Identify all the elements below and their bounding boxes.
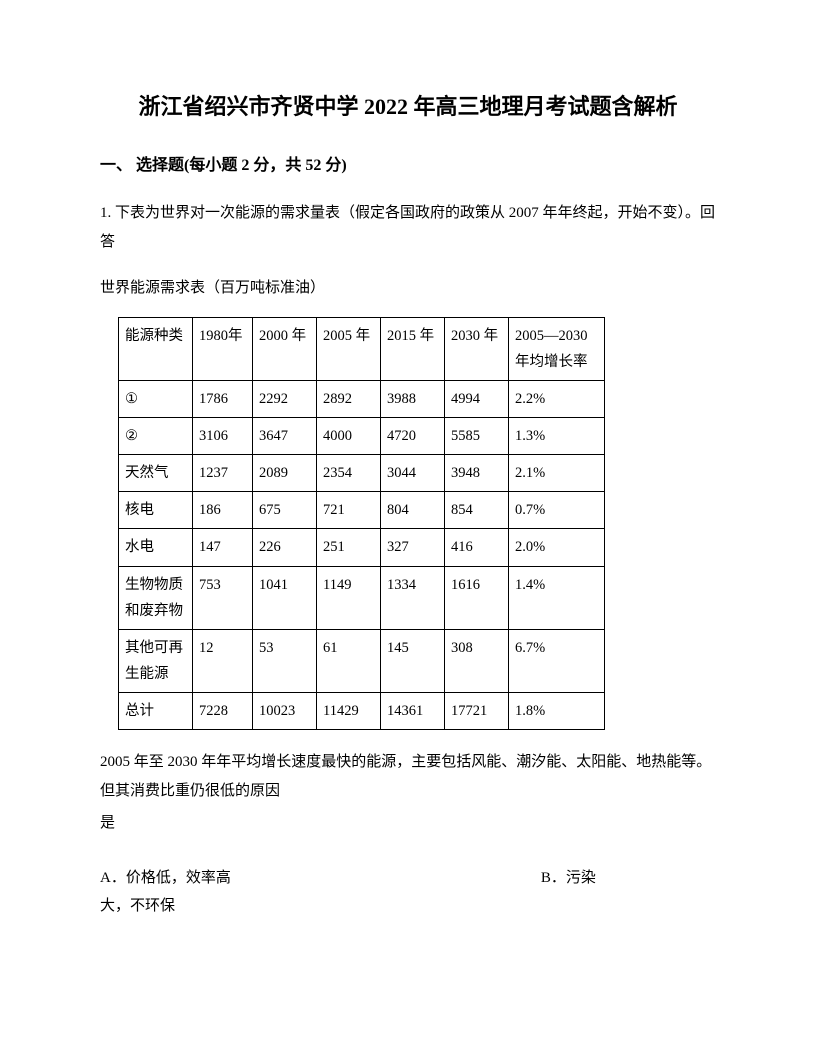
table-header-row: 能源种类 1980年 2000 年 2005 年 2015 年 2030 年 2… bbox=[119, 317, 605, 380]
energy-demand-table: 能源种类 1980年 2000 年 2005 年 2015 年 2030 年 2… bbox=[118, 317, 605, 730]
table-cell: 6.7% bbox=[509, 629, 605, 692]
page-title: 浙江省绍兴市齐贤中学 2022 年高三地理月考试题含解析 bbox=[100, 90, 716, 123]
table-cell: 14361 bbox=[381, 692, 445, 729]
table-cell: 4994 bbox=[445, 381, 509, 418]
table-cell: 总计 bbox=[119, 692, 193, 729]
table-cell: 2089 bbox=[253, 455, 317, 492]
table-cell: 4720 bbox=[381, 418, 445, 455]
option-a: A．价格低，效率高 bbox=[100, 870, 231, 886]
table-caption: 世界能源需求表（百万吨标准油） bbox=[100, 274, 716, 303]
table-cell: 1.4% bbox=[509, 566, 605, 629]
table-cell: 854 bbox=[445, 492, 509, 529]
analysis-text-2: 是 bbox=[100, 809, 716, 838]
table-cell: 327 bbox=[381, 529, 445, 566]
table-cell: 2292 bbox=[253, 381, 317, 418]
table-row: 其他可再生能源 12 53 61 145 308 6.7% bbox=[119, 629, 605, 692]
table-cell: 天然气 bbox=[119, 455, 193, 492]
table-cell: 3647 bbox=[253, 418, 317, 455]
table-cell: 1334 bbox=[381, 566, 445, 629]
table-header-cell: 1980年 bbox=[193, 317, 253, 380]
table-cell: 11429 bbox=[317, 692, 381, 729]
table-cell: 5585 bbox=[445, 418, 509, 455]
table-cell: 721 bbox=[317, 492, 381, 529]
table-cell: 145 bbox=[381, 629, 445, 692]
table-header-cell: 2000 年 bbox=[253, 317, 317, 380]
table-cell: 2.2% bbox=[509, 381, 605, 418]
table-cell: 1.3% bbox=[509, 418, 605, 455]
table-header-cell: 2030 年 bbox=[445, 317, 509, 380]
table-cell: ① bbox=[119, 381, 193, 418]
options-block: A．价格低，效率高 B．污染 大，不环保 bbox=[100, 864, 716, 921]
table-cell: 7228 bbox=[193, 692, 253, 729]
table-header-cell: 2005—2030年均增长率 bbox=[509, 317, 605, 380]
table-cell: 3988 bbox=[381, 381, 445, 418]
table-cell: 804 bbox=[381, 492, 445, 529]
table-cell: 53 bbox=[253, 629, 317, 692]
table-cell: 251 bbox=[317, 529, 381, 566]
table-cell: 2892 bbox=[317, 381, 381, 418]
table-cell: 其他可再生能源 bbox=[119, 629, 193, 692]
table-cell: 10023 bbox=[253, 692, 317, 729]
table-cell: 147 bbox=[193, 529, 253, 566]
table-cell: 1237 bbox=[193, 455, 253, 492]
table-cell: 675 bbox=[253, 492, 317, 529]
table-cell: 1.8% bbox=[509, 692, 605, 729]
table-cell: 1616 bbox=[445, 566, 509, 629]
table-cell: 2354 bbox=[317, 455, 381, 492]
table-cell: 核电 bbox=[119, 492, 193, 529]
table-cell: 3948 bbox=[445, 455, 509, 492]
table-row: 水电 147 226 251 327 416 2.0% bbox=[119, 529, 605, 566]
section-heading: 一、 选择题(每小题 2 分，共 52 分) bbox=[100, 151, 716, 181]
table-header-cell: 2005 年 bbox=[317, 317, 381, 380]
table-row: ① 1786 2292 2892 3988 4994 2.2% bbox=[119, 381, 605, 418]
table-cell: 3106 bbox=[193, 418, 253, 455]
table-cell: 753 bbox=[193, 566, 253, 629]
table-cell: 17721 bbox=[445, 692, 509, 729]
table-cell: 61 bbox=[317, 629, 381, 692]
table-row: 天然气 1237 2089 2354 3044 3948 2.1% bbox=[119, 455, 605, 492]
table-row: 核电 186 675 721 804 854 0.7% bbox=[119, 492, 605, 529]
option-line-1: A．价格低，效率高 B．污染 bbox=[100, 864, 716, 893]
table-row: 生物物质和废弃物 753 1041 1149 1334 1616 1.4% bbox=[119, 566, 605, 629]
table-cell: 2.1% bbox=[509, 455, 605, 492]
table-cell: 1041 bbox=[253, 566, 317, 629]
table-cell: 0.7% bbox=[509, 492, 605, 529]
option-b-part2: 大，不环保 bbox=[100, 892, 716, 921]
table-cell: 186 bbox=[193, 492, 253, 529]
table-row: ② 3106 3647 4000 4720 5585 1.3% bbox=[119, 418, 605, 455]
table-cell: 1786 bbox=[193, 381, 253, 418]
table-cell: 1149 bbox=[317, 566, 381, 629]
table-cell: ② bbox=[119, 418, 193, 455]
table-cell: 226 bbox=[253, 529, 317, 566]
analysis-text-1: 2005 年至 2030 年年平均增长速度最快的能源，主要包括风能、潮汐能、太阳… bbox=[100, 748, 716, 805]
table-cell: 308 bbox=[445, 629, 509, 692]
table-header-cell: 2015 年 bbox=[381, 317, 445, 380]
table-header-cell: 能源种类 bbox=[119, 317, 193, 380]
question-intro: 1. 下表为世界对一次能源的需求量表（假定各国政府的政策从 2007 年年终起，… bbox=[100, 199, 716, 256]
table-cell: 12 bbox=[193, 629, 253, 692]
table-cell: 2.0% bbox=[509, 529, 605, 566]
table-cell: 生物物质和废弃物 bbox=[119, 566, 193, 629]
table-cell: 416 bbox=[445, 529, 509, 566]
table-cell: 4000 bbox=[317, 418, 381, 455]
table-cell: 3044 bbox=[381, 455, 445, 492]
table-cell: 水电 bbox=[119, 529, 193, 566]
option-b-part1: B．污染 bbox=[541, 870, 596, 886]
table-row: 总计 7228 10023 11429 14361 17721 1.8% bbox=[119, 692, 605, 729]
